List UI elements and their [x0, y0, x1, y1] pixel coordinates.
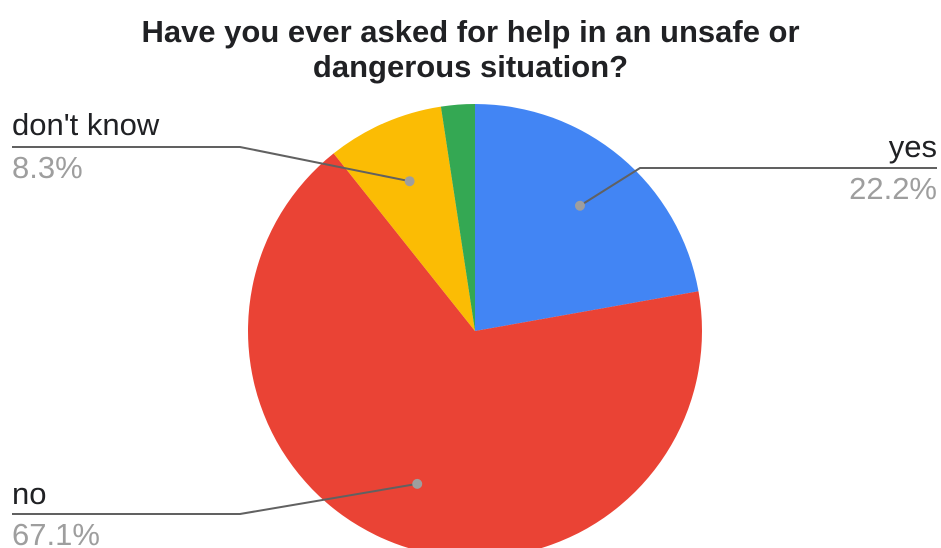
- leader-line-don-t-know: [12, 146, 410, 183]
- leader-dot-don-t-know: [404, 176, 415, 187]
- slice-percent-yes: 22.2%: [849, 171, 937, 206]
- slice-percent-no: 67.1%: [12, 517, 100, 548]
- pie-slice-don-t-know: [333, 106, 475, 332]
- pie-slice-yes: [475, 104, 699, 331]
- chart-title: Have you ever asked for help in an unsaf…: [141, 14, 800, 84]
- leader-dot-no: [412, 478, 423, 489]
- pie-slice-unlabeled-3: [440, 104, 475, 331]
- slice-label-yes: yes: [889, 129, 937, 164]
- leader-line-no: [12, 482, 418, 515]
- slice-label-no: no: [12, 476, 46, 511]
- leader-line-yes: [579, 167, 937, 207]
- slice-label-don-t-know: don't know: [12, 107, 160, 142]
- slice-percent-don-t-know: 8.3%: [12, 150, 83, 185]
- pie-slice-no: [248, 153, 702, 548]
- leader-dot-yes: [574, 200, 585, 211]
